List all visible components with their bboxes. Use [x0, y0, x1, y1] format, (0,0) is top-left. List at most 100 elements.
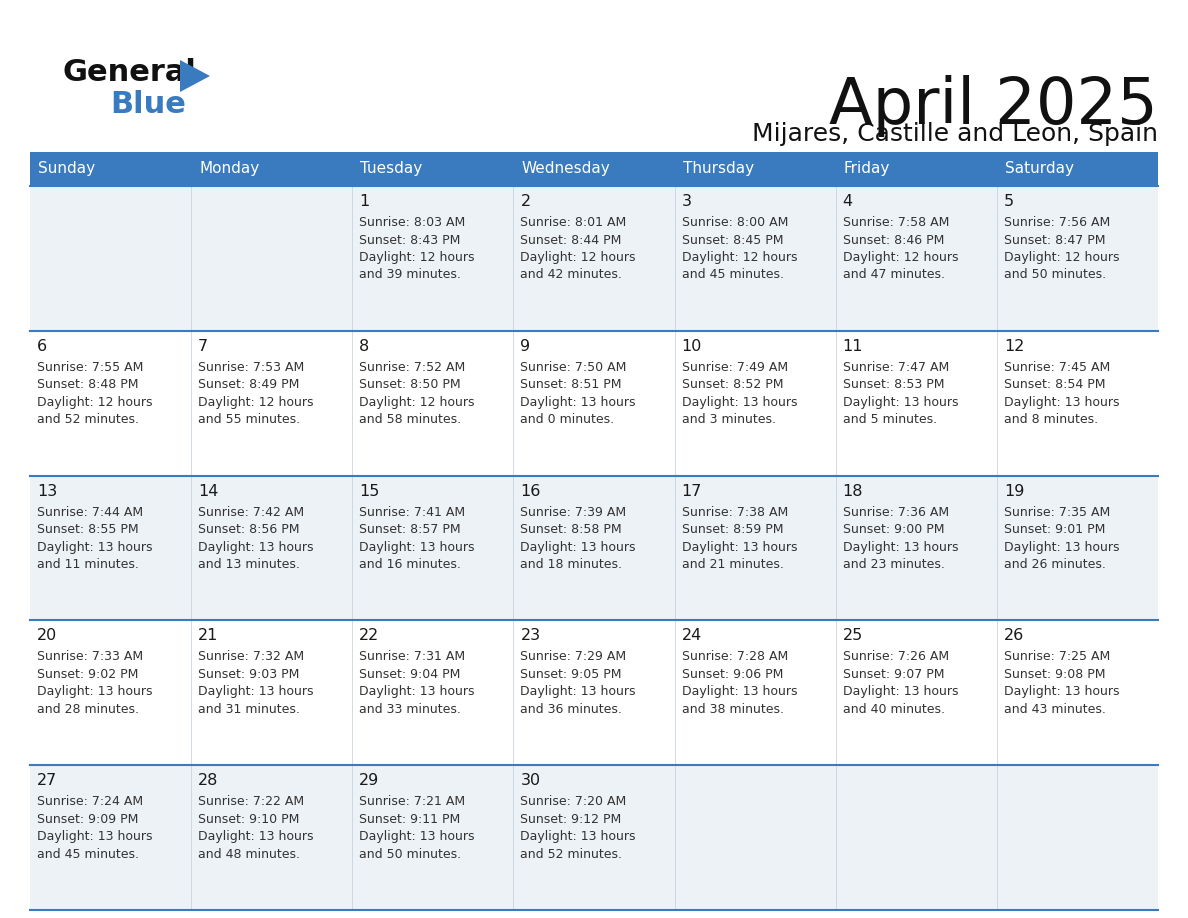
Text: Sunrise: 7:52 AM: Sunrise: 7:52 AM: [359, 361, 466, 374]
Text: and 18 minutes.: and 18 minutes.: [520, 558, 623, 571]
Bar: [835, 152, 997, 186]
Text: and 3 minutes.: and 3 minutes.: [682, 413, 776, 426]
Bar: [513, 186, 675, 330]
Text: Sunrise: 8:03 AM: Sunrise: 8:03 AM: [359, 216, 466, 229]
Text: 8: 8: [359, 339, 369, 353]
Text: Daylight: 13 hours: Daylight: 13 hours: [842, 686, 959, 699]
Text: Daylight: 13 hours: Daylight: 13 hours: [682, 541, 797, 554]
Text: Daylight: 13 hours: Daylight: 13 hours: [682, 686, 797, 699]
Text: 4: 4: [842, 194, 853, 209]
Text: Daylight: 13 hours: Daylight: 13 hours: [359, 541, 475, 554]
Text: and 43 minutes.: and 43 minutes.: [1004, 703, 1106, 716]
Text: and 5 minutes.: and 5 minutes.: [842, 413, 937, 426]
Bar: [353, 152, 513, 186]
Text: 11: 11: [842, 339, 864, 353]
Text: 15: 15: [359, 484, 380, 498]
Text: Daylight: 13 hours: Daylight: 13 hours: [1004, 396, 1119, 409]
Text: Sunset: 8:55 PM: Sunset: 8:55 PM: [37, 523, 139, 536]
Text: Daylight: 12 hours: Daylight: 12 hours: [37, 396, 152, 409]
Text: Sunrise: 7:53 AM: Sunrise: 7:53 AM: [198, 361, 304, 374]
Text: Blue: Blue: [110, 90, 185, 119]
Text: 19: 19: [1004, 484, 1024, 498]
Text: Sunset: 9:03 PM: Sunset: 9:03 PM: [198, 668, 299, 681]
Text: Sunrise: 7:25 AM: Sunrise: 7:25 AM: [1004, 650, 1110, 664]
Text: Daylight: 13 hours: Daylight: 13 hours: [37, 541, 152, 554]
Text: Sunrise: 7:28 AM: Sunrise: 7:28 AM: [682, 650, 788, 664]
Text: Daylight: 13 hours: Daylight: 13 hours: [1004, 686, 1119, 699]
Text: Daylight: 13 hours: Daylight: 13 hours: [842, 541, 959, 554]
Text: Sunrise: 7:35 AM: Sunrise: 7:35 AM: [1004, 506, 1110, 519]
Text: Sunset: 9:10 PM: Sunset: 9:10 PM: [198, 812, 299, 825]
Bar: [997, 476, 1158, 621]
Text: and 55 minutes.: and 55 minutes.: [198, 413, 301, 426]
Text: Daylight: 13 hours: Daylight: 13 hours: [520, 686, 636, 699]
Bar: [30, 621, 191, 766]
Text: Sunset: 8:54 PM: Sunset: 8:54 PM: [1004, 378, 1105, 391]
Bar: [353, 621, 513, 766]
Text: Wednesday: Wednesday: [522, 162, 611, 176]
Text: Sunrise: 7:42 AM: Sunrise: 7:42 AM: [198, 506, 304, 519]
Text: Sunset: 9:12 PM: Sunset: 9:12 PM: [520, 812, 621, 825]
Text: Daylight: 13 hours: Daylight: 13 hours: [842, 396, 959, 409]
Text: and 13 minutes.: and 13 minutes.: [198, 558, 301, 571]
Text: and 40 minutes.: and 40 minutes.: [842, 703, 944, 716]
Text: Sunset: 8:52 PM: Sunset: 8:52 PM: [682, 378, 783, 391]
Text: and 21 minutes.: and 21 minutes.: [682, 558, 783, 571]
Text: General: General: [62, 58, 196, 87]
Bar: [353, 330, 513, 476]
Bar: [997, 186, 1158, 330]
Text: Sunset: 9:01 PM: Sunset: 9:01 PM: [1004, 523, 1105, 536]
Text: 6: 6: [37, 339, 48, 353]
Bar: [675, 621, 835, 766]
Text: 9: 9: [520, 339, 531, 353]
Bar: [675, 476, 835, 621]
Text: Sunset: 8:56 PM: Sunset: 8:56 PM: [198, 523, 299, 536]
Bar: [513, 330, 675, 476]
Text: Mijares, Castille and Leon, Spain: Mijares, Castille and Leon, Spain: [752, 122, 1158, 146]
Bar: [353, 186, 513, 330]
Bar: [835, 186, 997, 330]
Bar: [835, 766, 997, 910]
Text: 5: 5: [1004, 194, 1015, 209]
Text: Daylight: 12 hours: Daylight: 12 hours: [198, 396, 314, 409]
Text: Sunrise: 7:29 AM: Sunrise: 7:29 AM: [520, 650, 626, 664]
Text: Daylight: 13 hours: Daylight: 13 hours: [37, 830, 152, 844]
Text: Daylight: 12 hours: Daylight: 12 hours: [520, 251, 636, 264]
Text: Sunset: 8:48 PM: Sunset: 8:48 PM: [37, 378, 139, 391]
Text: Sunset: 8:59 PM: Sunset: 8:59 PM: [682, 523, 783, 536]
Text: 14: 14: [198, 484, 219, 498]
Text: Sunrise: 7:31 AM: Sunrise: 7:31 AM: [359, 650, 466, 664]
Bar: [997, 330, 1158, 476]
Text: and 47 minutes.: and 47 minutes.: [842, 268, 944, 282]
Text: and 58 minutes.: and 58 minutes.: [359, 413, 461, 426]
Text: and 11 minutes.: and 11 minutes.: [37, 558, 139, 571]
Text: and 52 minutes.: and 52 minutes.: [520, 847, 623, 861]
Text: Sunset: 9:11 PM: Sunset: 9:11 PM: [359, 812, 461, 825]
Text: Daylight: 12 hours: Daylight: 12 hours: [359, 396, 475, 409]
Text: 23: 23: [520, 629, 541, 644]
Text: April 2025: April 2025: [829, 75, 1158, 137]
Text: 22: 22: [359, 629, 379, 644]
Bar: [835, 476, 997, 621]
Text: and 36 minutes.: and 36 minutes.: [520, 703, 623, 716]
Bar: [997, 152, 1158, 186]
Bar: [353, 766, 513, 910]
Text: 16: 16: [520, 484, 541, 498]
Bar: [30, 766, 191, 910]
Text: Sunrise: 7:26 AM: Sunrise: 7:26 AM: [842, 650, 949, 664]
Text: Sunset: 8:51 PM: Sunset: 8:51 PM: [520, 378, 623, 391]
Text: Sunrise: 7:49 AM: Sunrise: 7:49 AM: [682, 361, 788, 374]
Bar: [30, 186, 191, 330]
Text: 3: 3: [682, 194, 691, 209]
Bar: [353, 476, 513, 621]
Bar: [191, 330, 353, 476]
Text: Sunset: 8:50 PM: Sunset: 8:50 PM: [359, 378, 461, 391]
Text: 13: 13: [37, 484, 57, 498]
Text: 10: 10: [682, 339, 702, 353]
Text: Sunrise: 7:21 AM: Sunrise: 7:21 AM: [359, 795, 466, 808]
Text: Sunset: 9:05 PM: Sunset: 9:05 PM: [520, 668, 623, 681]
Bar: [997, 766, 1158, 910]
Text: 20: 20: [37, 629, 57, 644]
Bar: [835, 621, 997, 766]
Text: 18: 18: [842, 484, 864, 498]
